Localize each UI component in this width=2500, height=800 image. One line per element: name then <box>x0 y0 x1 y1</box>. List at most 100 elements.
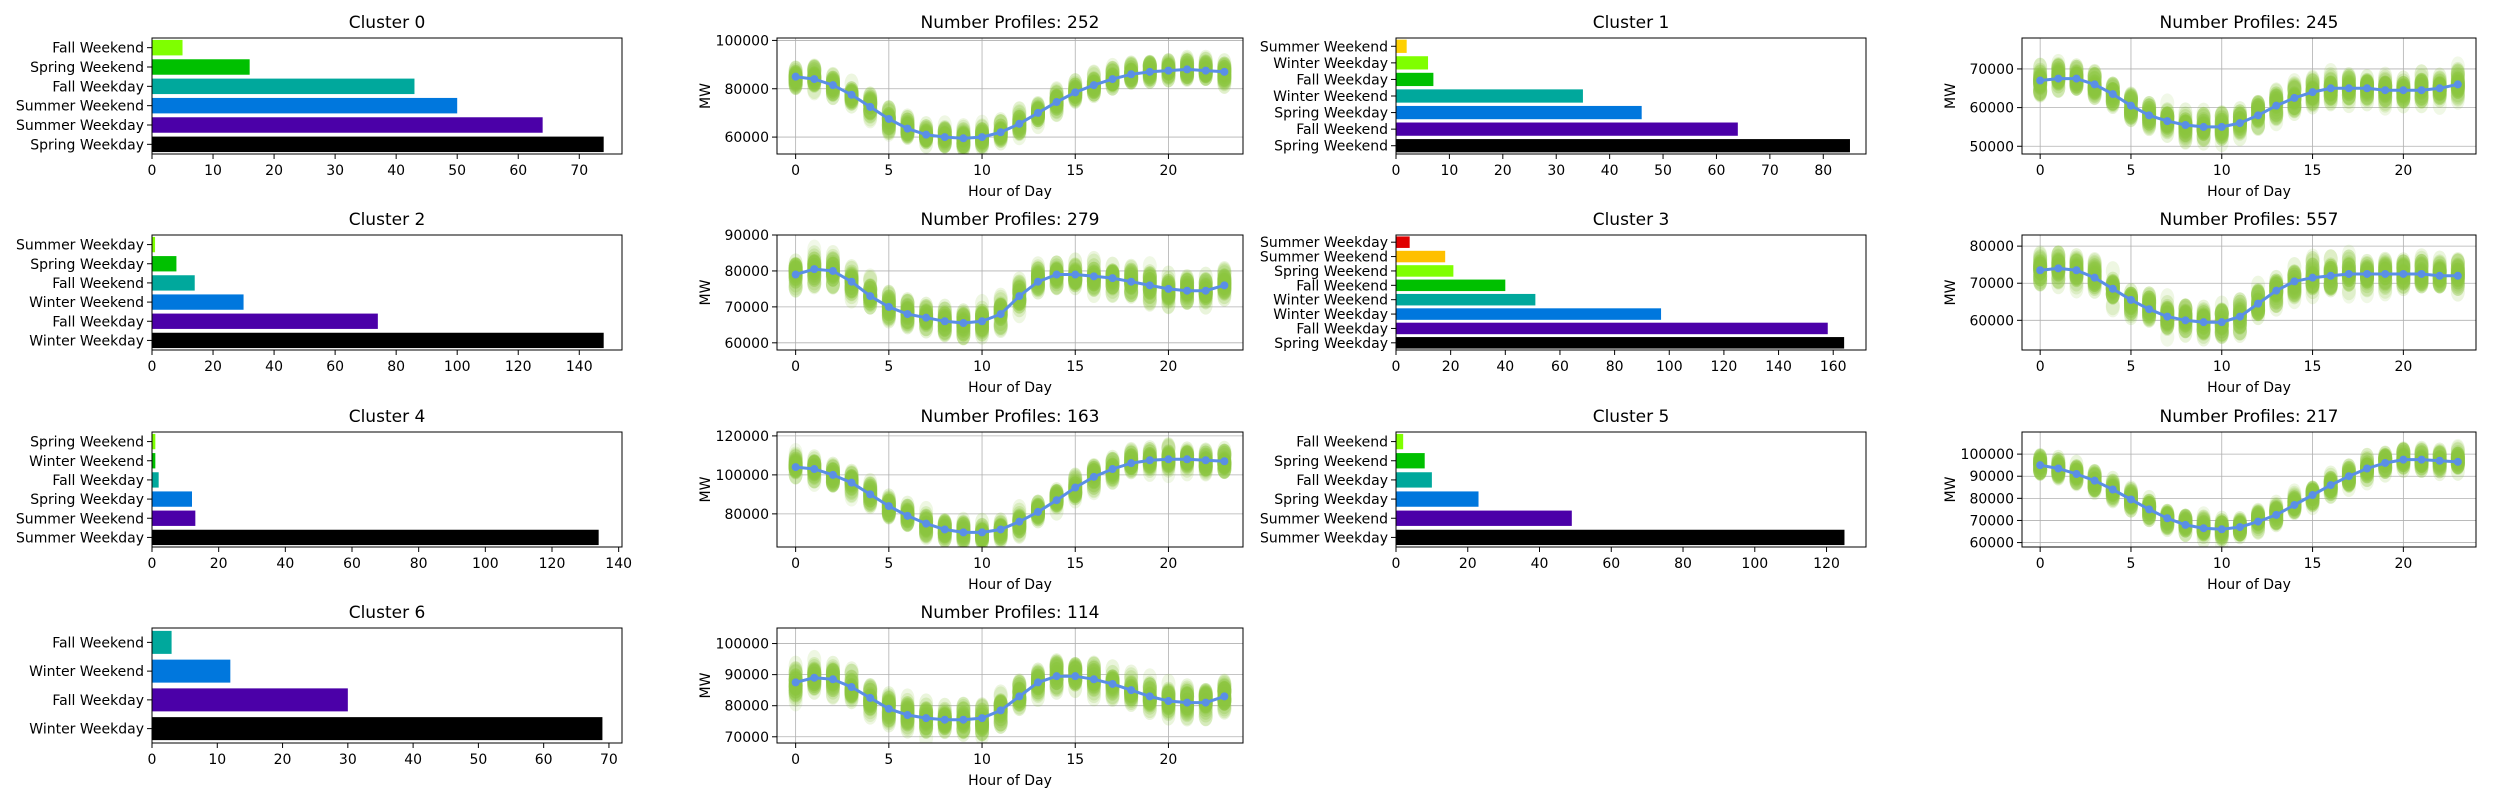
profile-point <box>844 689 859 710</box>
profile-point <box>2251 95 2266 116</box>
profile-point <box>2323 91 2338 112</box>
profile-point <box>1180 49 1195 70</box>
y-tick-label: Winter Weekend <box>29 295 144 311</box>
profile-point <box>2269 292 2284 313</box>
profile-point <box>2414 271 2429 292</box>
profile-point <box>975 119 990 140</box>
profile-point <box>825 456 840 477</box>
mean-point <box>2326 481 2335 490</box>
profile-point <box>2051 78 2066 99</box>
profile-point <box>2033 80 2048 101</box>
x-tick-label: 40 <box>276 556 294 572</box>
mean-point <box>2363 84 2372 93</box>
x-tick-label: 20 <box>265 163 283 179</box>
profile-point <box>2450 258 2465 279</box>
mean-point <box>1108 274 1117 283</box>
axes-frame <box>776 431 1244 548</box>
profile-point <box>2323 63 2338 84</box>
profile-point <box>2341 88 2356 109</box>
profile-point <box>1142 266 1157 287</box>
profile-point <box>937 527 952 547</box>
profile-point <box>2305 92 2320 113</box>
profile-point <box>2305 90 2320 111</box>
mean-point <box>940 133 949 142</box>
profile-point <box>2251 94 2266 115</box>
profile-point <box>900 314 915 335</box>
x-tick-label: 160 <box>1820 359 1847 375</box>
profile-point <box>2305 275 2320 296</box>
y-tick-label: Winter Weekday <box>1273 56 1388 72</box>
profile-point <box>1086 253 1101 274</box>
profile-point <box>2087 251 2102 272</box>
profile-point <box>2432 256 2447 277</box>
y-tick-label: 100000 <box>1961 447 2014 463</box>
profile-point <box>881 120 896 141</box>
profile-point <box>807 60 822 81</box>
profile-point <box>2142 290 2157 311</box>
profile-point <box>2287 256 2302 277</box>
profile-point <box>2378 95 2393 116</box>
x-tick-label: 15 <box>2304 556 2322 572</box>
profile-point <box>2051 61 2066 82</box>
profile-point <box>2232 120 2247 141</box>
profile-point <box>2360 467 2375 488</box>
profile-point <box>1180 273 1195 294</box>
profile-point <box>937 120 952 141</box>
profile-point <box>1030 256 1045 277</box>
y-tick-label: Fall Weekday <box>52 693 144 709</box>
profile-point <box>2069 278 2084 299</box>
profile-point <box>2305 94 2320 115</box>
profile-point <box>2251 283 2266 304</box>
profile-point <box>1217 284 1232 305</box>
profile-point <box>1012 523 1027 544</box>
mean-point <box>2254 299 2263 308</box>
profile-point <box>919 500 934 521</box>
x-tick-label: 15 <box>1066 556 1084 572</box>
bar <box>1396 39 1407 53</box>
profile-point <box>2033 81 2048 102</box>
profile-point <box>844 661 859 682</box>
profile-point <box>2033 251 2048 272</box>
mean-point <box>828 470 837 479</box>
bar <box>152 256 177 272</box>
profile-point <box>2178 106 2193 127</box>
profile-point <box>1161 457 1176 478</box>
profile-point <box>2287 283 2302 304</box>
mean-point <box>1201 456 1210 465</box>
profile-point <box>788 253 803 274</box>
x-tick-label: 120 <box>1813 556 1840 572</box>
mean-point <box>1127 277 1136 286</box>
profile-point <box>2341 249 2356 270</box>
mean-point <box>2290 500 2299 509</box>
x-tick-label: 140 <box>566 359 593 375</box>
profile-point <box>1105 57 1120 78</box>
profile-point <box>2178 322 2193 343</box>
profile-point <box>2051 248 2066 269</box>
profile-point <box>1049 102 1064 123</box>
profile-point <box>2269 292 2284 313</box>
x-tick-label: 10 <box>973 359 991 375</box>
profile-point <box>788 682 803 703</box>
profile-point <box>2251 275 2266 296</box>
profile-point <box>2087 253 2102 274</box>
y-tick-label: Fall Weekend <box>52 41 144 57</box>
mean-point <box>2272 101 2281 110</box>
profile-point <box>2432 273 2447 294</box>
profile-point <box>2450 64 2465 85</box>
mean-point <box>940 317 949 326</box>
profile-point <box>1049 101 1064 122</box>
profile-point <box>2341 255 2356 276</box>
profile-point <box>1124 263 1139 284</box>
mean-point <box>922 130 931 139</box>
profile-point <box>2341 70 2356 91</box>
x-tick-label: 100 <box>1741 556 1768 572</box>
profile-point <box>2069 59 2084 80</box>
axes-frame <box>151 431 623 548</box>
profile-point <box>881 308 896 329</box>
bar <box>1396 250 1446 263</box>
profile-point <box>2178 102 2193 123</box>
profile-point <box>900 293 915 314</box>
profile-point <box>2450 257 2465 278</box>
profile-point <box>1217 443 1232 464</box>
profile-point <box>2360 256 2375 277</box>
